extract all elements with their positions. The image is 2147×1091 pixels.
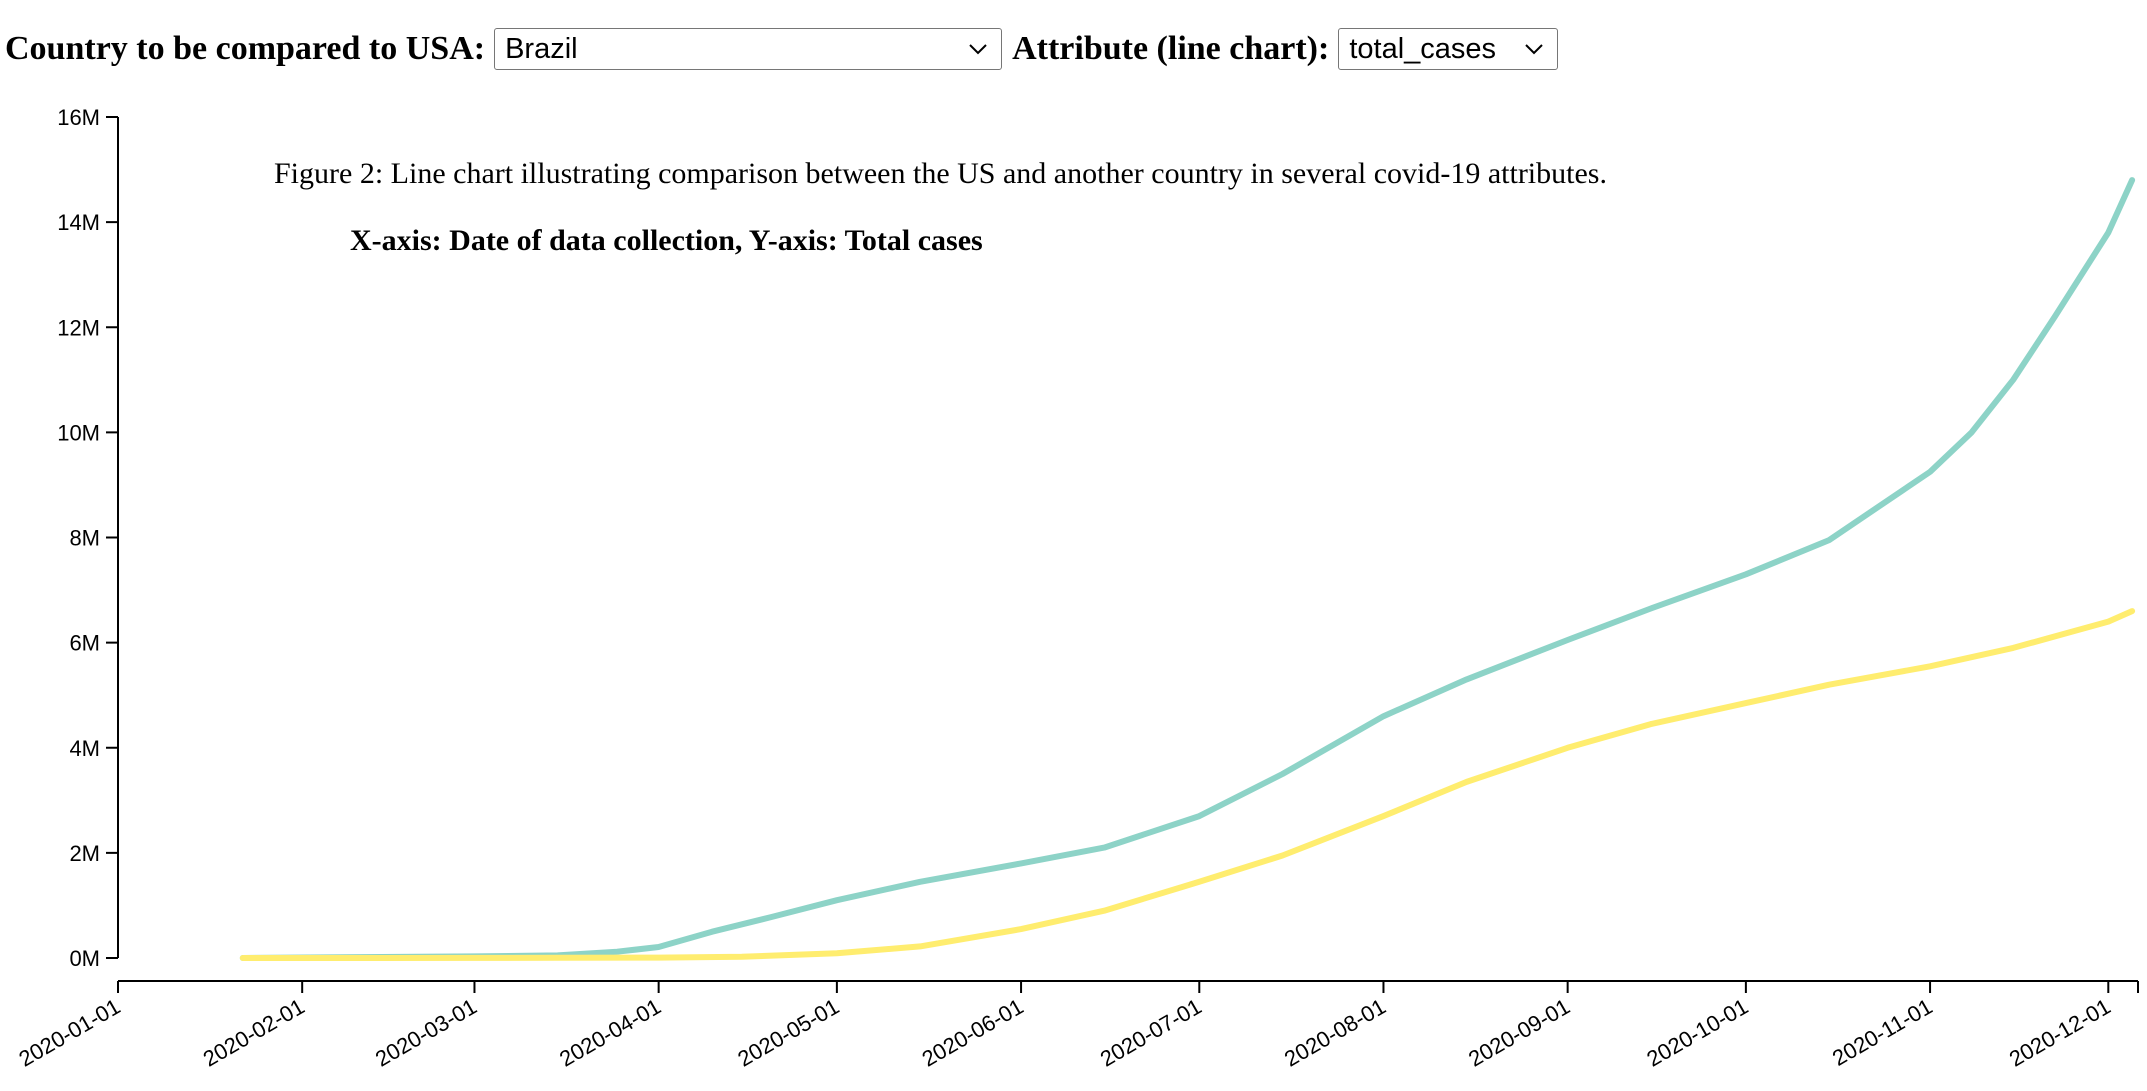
x-tick-label: 2020-12-01	[2005, 994, 2115, 1072]
y-tick-label: 6M	[69, 631, 100, 656]
series-lines	[239, 177, 2136, 961]
y-tick-label: 10M	[57, 420, 100, 445]
controls-bar: Country to be compared to USA: Brazil At…	[5, 27, 1559, 71]
y-tick-label: 12M	[57, 315, 100, 340]
x-tick-label: 2020-09-01	[1464, 994, 1574, 1072]
y-tick-label: 16M	[57, 105, 100, 130]
x-tick-label: 2020-07-01	[1096, 994, 1206, 1072]
chevron-down-icon	[969, 44, 987, 55]
x-tick-label: 2020-08-01	[1280, 994, 1390, 1072]
chart-subtitle: X-axis: Date of data collection, Y-axis:…	[350, 224, 983, 257]
x-tick-label: 2020-11-01	[1828, 994, 1937, 1071]
attribute-select[interactable]: total_cases	[1338, 28, 1559, 70]
x-tick-label: 2020-02-01	[199, 994, 309, 1072]
x-tick-label: 2020-05-01	[733, 994, 843, 1072]
y-axis: 0M 2M 4M 6M 8M 10M 12M 14M 16M	[57, 105, 119, 971]
y-tick-label: 4M	[69, 736, 100, 761]
country-label: Country to be compared to USA:	[5, 30, 486, 67]
x-tick-label: 2020-04-01	[555, 994, 665, 1072]
x-axis: 2020-01-01 2020-02-01 2020-03-01 2020-04-01…	[15, 980, 2139, 1072]
country-select[interactable]: Brazil	[494, 28, 1003, 70]
x-tick-label: 2020-06-01	[918, 994, 1028, 1072]
attribute-label: Attribute (line chart):	[1012, 30, 1330, 67]
y-tick-label: 0M	[69, 946, 100, 971]
series-line-2	[239, 608, 2136, 961]
x-tick-label: 2020-10-01	[1642, 994, 1752, 1072]
y-tick-label: 8M	[69, 526, 100, 551]
x-tick-label: 2020-01-01	[15, 994, 125, 1072]
x-tick-label: 2020-03-01	[371, 994, 481, 1072]
country-select-value: Brazil	[505, 32, 578, 65]
chevron-down-icon	[1525, 44, 1544, 55]
y-tick-label: 14M	[57, 210, 100, 235]
chart-title: Figure 2: Line chart illustrating compar…	[274, 157, 1607, 190]
attribute-select-value: total_cases	[1349, 32, 1497, 65]
y-tick-label: 2M	[69, 841, 100, 866]
series-line-1	[239, 177, 2136, 961]
